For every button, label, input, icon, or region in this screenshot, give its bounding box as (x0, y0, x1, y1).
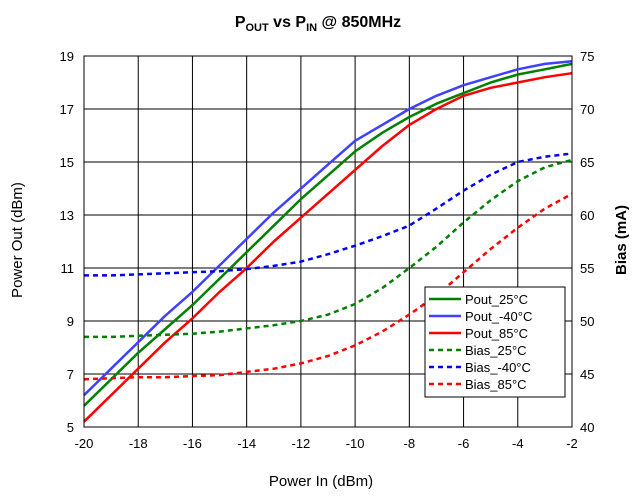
legend: Pout_25°C Pout_-40°C Pout_85°C Bias_25°C Bia… (424, 286, 566, 398)
chart-title: POUT vs PIN @ 850MHz (235, 14, 401, 34)
series-line (84, 158, 573, 339)
series-line (83, 62, 573, 407)
y-tick-label: 11 (61, 261, 75, 276)
y-tick-label: 7 (67, 367, 74, 382)
y2-tick-label: 70 (580, 102, 594, 117)
plot-frame (83, 55, 573, 428)
legend-entry: Pout_-40°C (465, 309, 532, 324)
legend-entry: Bias_85°C (465, 377, 527, 392)
y2-tick-label: 75 (580, 49, 594, 64)
y2-axis-label: Bias (mA) (613, 205, 630, 275)
x-tick-label: -12 (291, 436, 310, 451)
legend-entry: Bias_-40°C (465, 360, 531, 375)
legend-entry: Pout_85°C (465, 326, 528, 341)
y2-tick-label: 45 (580, 367, 594, 382)
legend-box (424, 286, 566, 398)
x-tick-label: -10 (346, 436, 365, 451)
x-tick-label: -16 (183, 436, 202, 451)
y-tick-label: 9 (67, 314, 74, 329)
x-tick-label: -6 (458, 436, 470, 451)
series-line (83, 60, 573, 397)
y2-tick-label: 50 (580, 314, 594, 329)
y-tick-label: 17 (60, 102, 74, 117)
x-tick-label: -8 (404, 436, 416, 451)
x-axis-label: Power In (dBm) (269, 473, 373, 490)
series-line (83, 71, 573, 423)
x-tick-label: -2 (566, 436, 578, 451)
y2-tick-label: 60 (580, 208, 594, 223)
y-tick-label: 13 (60, 208, 74, 223)
y2-tick-label: 55 (580, 261, 594, 276)
y-axis-label: Power Out (dBm) (9, 182, 26, 298)
y-tick-label: 5 (67, 420, 74, 435)
y-tick-label: 15 (60, 155, 74, 170)
series-line (84, 152, 573, 277)
x-tick-label: -4 (512, 436, 524, 451)
legend-entry: Pout_25°C (465, 292, 528, 307)
series-group (83, 60, 573, 423)
legend-entry: Bias_25°C (465, 343, 527, 358)
x-tick-label: -20 (75, 436, 94, 451)
x-tick-label: -14 (237, 436, 256, 451)
y2-tick-label: 65 (580, 155, 594, 170)
y-tick-label: 19 (60, 49, 74, 64)
x-tick-label: -18 (129, 436, 148, 451)
y2-tick-label: 40 (580, 420, 594, 435)
tick-labels: -20 -18 -16 -14 -12 -10 -8 -6 -4 -2 5 7 9 11 13 15 17 19 4… (60, 49, 595, 451)
series-line (83, 192, 573, 381)
